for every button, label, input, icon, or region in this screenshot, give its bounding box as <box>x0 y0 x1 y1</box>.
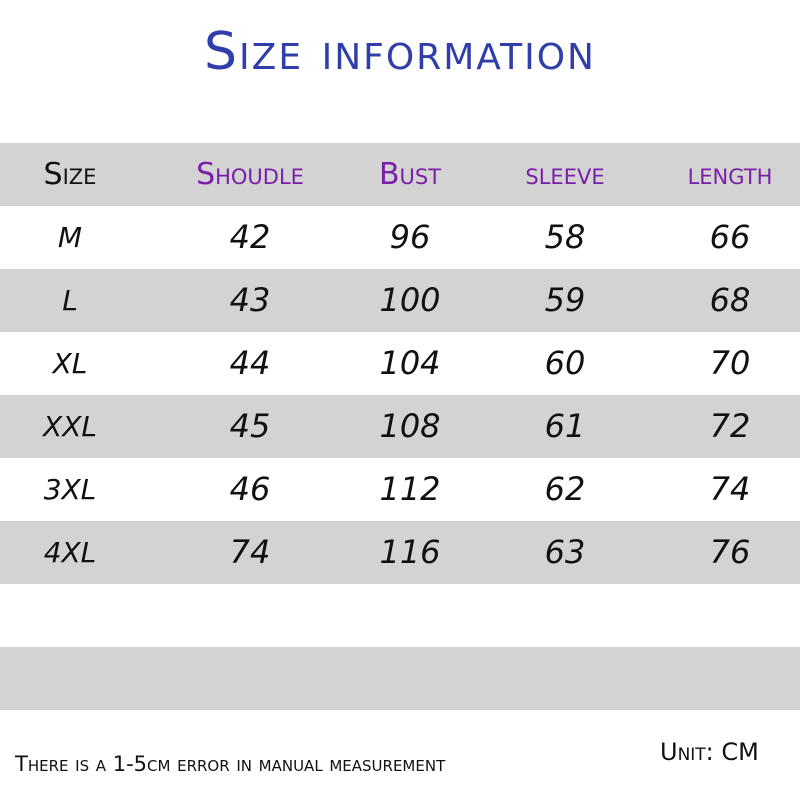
empty-row <box>0 584 800 647</box>
size-cell: XL <box>52 347 88 380</box>
table-row: XL 44 104 60 70 <box>0 332 800 395</box>
size-cell: L <box>62 284 78 317</box>
table-row: 4XL 74 116 63 76 <box>0 521 800 584</box>
value-cell: 58 <box>544 218 586 256</box>
header-bust: Bust <box>378 157 442 192</box>
page-title: Size information <box>204 22 596 82</box>
value-cell: 44 <box>229 344 271 382</box>
value-cell: 62 <box>544 470 586 508</box>
value-cell: 100 <box>379 281 441 319</box>
value-cell: 104 <box>379 344 441 382</box>
value-cell: 43 <box>229 281 271 319</box>
value-cell: 61 <box>544 407 586 445</box>
measurement-note: There is a 1-5cm error in manual measure… <box>15 752 446 776</box>
table-row: L 43 100 59 68 <box>0 269 800 332</box>
value-cell: 70 <box>709 344 751 382</box>
header-sleeve: sleeve <box>525 157 605 192</box>
value-cell: 63 <box>544 533 586 571</box>
value-cell: 46 <box>229 470 271 508</box>
table-row: M 42 96 58 66 <box>0 206 800 269</box>
value-cell: 76 <box>709 533 751 571</box>
value-cell: 45 <box>229 407 271 445</box>
value-cell: 112 <box>379 470 441 508</box>
size-cell: 4XL <box>43 536 97 569</box>
header-size: Size <box>43 157 97 192</box>
value-cell: 96 <box>389 218 431 256</box>
header-length: length <box>687 157 773 192</box>
size-cell: M <box>57 221 83 254</box>
value-cell: 116 <box>379 533 441 571</box>
empty-row <box>0 647 800 710</box>
value-cell: 108 <box>379 407 441 445</box>
value-cell: 68 <box>709 281 751 319</box>
unit-label: Unit: CM <box>660 738 759 766</box>
value-cell: 59 <box>544 281 586 319</box>
value-cell: 74 <box>229 533 271 571</box>
value-cell: 66 <box>709 218 751 256</box>
value-cell: 74 <box>709 470 751 508</box>
header-shoulder: Shoudle <box>196 157 304 192</box>
value-cell: 42 <box>229 218 271 256</box>
table-row: 3XL 46 112 62 74 <box>0 458 800 521</box>
table-row: XXL 45 108 61 72 <box>0 395 800 458</box>
table-header: Size Shoudle Bust sleeve length <box>0 143 800 206</box>
value-cell: 60 <box>544 344 586 382</box>
size-cell: XXL <box>43 410 97 443</box>
value-cell: 72 <box>709 407 751 445</box>
size-cell: 3XL <box>43 473 97 506</box>
